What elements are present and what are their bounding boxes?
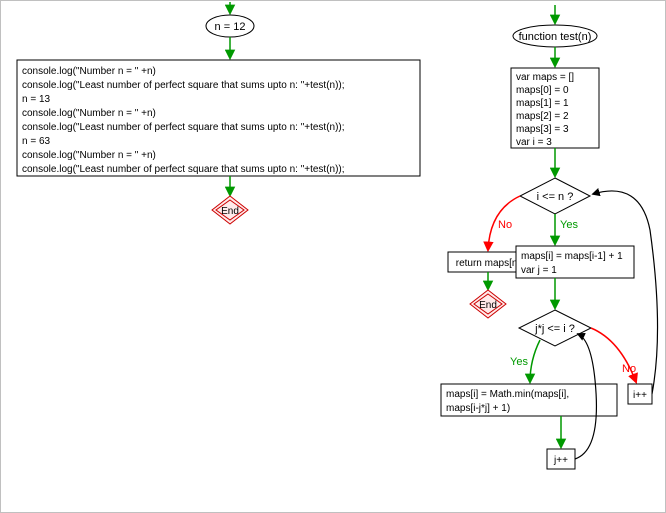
text-start-left: n = 12: [215, 21, 246, 33]
label-no-i: No: [498, 219, 512, 231]
text-jpp: j++: [553, 455, 568, 466]
label-yes-i: Yes: [560, 219, 578, 231]
svg-text:console.log("Number n = " +n): console.log("Number n = " +n): [22, 150, 156, 161]
label-yes-j: Yes: [510, 356, 528, 368]
edge-condj-yes: [530, 340, 540, 382]
text-assign-i-1: var j = 1: [521, 265, 557, 276]
svg-text:maps[0] = 0: maps[0] = 0: [516, 85, 569, 96]
svg-text:maps[3] = 3: maps[3] = 3: [516, 124, 569, 135]
svg-text:var i = 3: var i = 3: [516, 137, 552, 148]
text-mathmin-1: maps[i-j*j] + 1): [446, 403, 510, 414]
svg-text:console.log("Least number of p: console.log("Least number of perfect squ…: [22, 122, 345, 133]
text-fn-test: function test(n): [519, 31, 592, 43]
svg-text:console.log("Least number of p: console.log("Least number of perfect squ…: [22, 80, 345, 91]
svg-text:console.log("Number n = " +n): console.log("Number n = " +n): [22, 108, 156, 119]
svg-text:var maps = []: var maps = []: [516, 72, 574, 83]
node-end-left: End: [212, 196, 248, 224]
text-assign-i-0: maps[i] = maps[i-1] + 1: [521, 251, 623, 262]
svg-text:maps[1] = 1: maps[1] = 1: [516, 98, 569, 109]
svg-text:n = 13: n = 13: [22, 94, 51, 105]
label-no-j: No: [622, 363, 636, 375]
text-ipp: i++: [633, 390, 647, 401]
svg-text:End: End: [221, 206, 239, 217]
svg-text:End: End: [479, 300, 497, 311]
svg-text:console.log("Least number of p: console.log("Least number of perfect squ…: [22, 164, 345, 175]
svg-text:n = 63: n = 63: [22, 136, 51, 147]
svg-text:console.log("Number n = " +n): console.log("Number n = " +n): [22, 66, 156, 77]
text-cond-i: i <= n ?: [537, 191, 574, 203]
text-cond-j: j*j <= i ?: [534, 323, 575, 335]
text-mathmin-0: maps[i] = Math.min(maps[i],: [446, 389, 569, 400]
text-return-maps: return maps[n]: [456, 258, 521, 269]
svg-text:maps[2] = 2: maps[2] = 2: [516, 111, 569, 122]
node-end-right: End: [470, 290, 506, 318]
